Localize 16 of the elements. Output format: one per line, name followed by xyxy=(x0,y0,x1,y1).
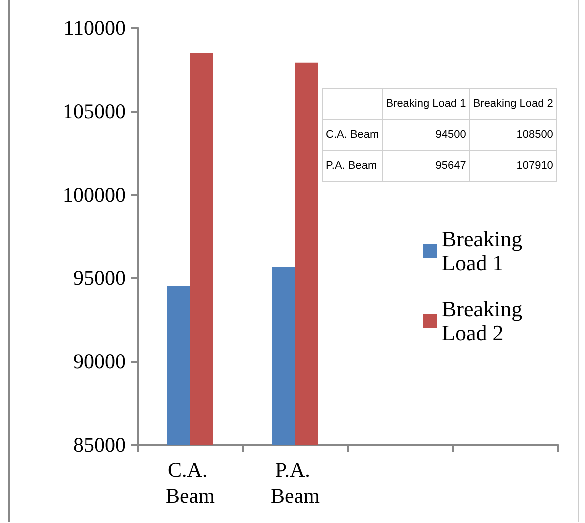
annotation: 95647 xyxy=(382,150,470,182)
annotation: 107910 xyxy=(470,150,557,182)
category-label: C.A. Beam xyxy=(326,129,380,141)
y-tick-label: 110000 xyxy=(64,16,126,40)
text: Breaking Load 1 xyxy=(386,98,466,110)
y-tick-label: 105000 xyxy=(63,99,126,124)
legend-label: Breaking Load 2 xyxy=(442,296,528,346)
y-tick-label: 95000 xyxy=(74,266,126,290)
y-tick-label: 100000 xyxy=(63,182,126,207)
annotation: 94500 xyxy=(382,120,470,150)
y-tick-label: 85000 xyxy=(74,433,126,457)
y-tick-label: 90000 xyxy=(74,350,126,374)
category-label: P.A. Beam xyxy=(326,160,378,172)
text: Breaking Load 2 xyxy=(473,98,554,110)
legend-label: Breaking Load 1 xyxy=(442,226,528,276)
annotation: 108500 xyxy=(470,120,557,150)
